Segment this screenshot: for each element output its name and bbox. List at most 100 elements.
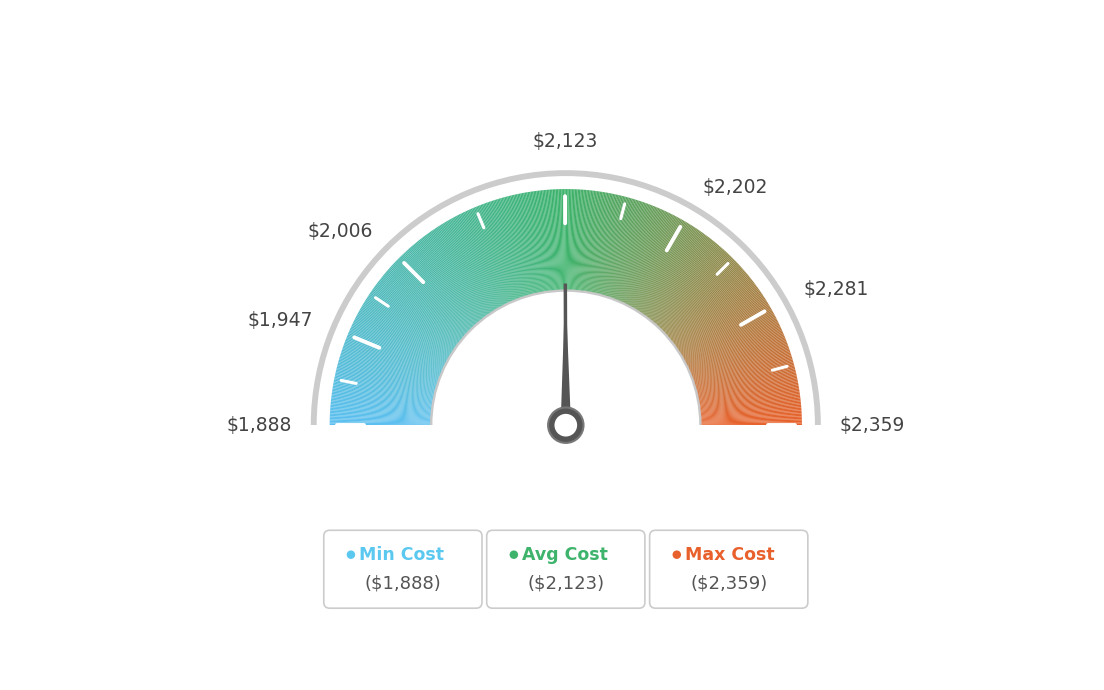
Wedge shape (428, 233, 488, 316)
Wedge shape (697, 374, 797, 397)
Wedge shape (393, 264, 468, 334)
Wedge shape (587, 193, 606, 293)
Wedge shape (564, 189, 566, 290)
Wedge shape (413, 244, 479, 322)
Wedge shape (502, 197, 531, 295)
Wedge shape (651, 242, 716, 322)
Wedge shape (688, 325, 781, 368)
Wedge shape (330, 420, 432, 423)
Wedge shape (374, 286, 457, 347)
Wedge shape (656, 249, 724, 326)
Wedge shape (415, 242, 480, 322)
Wedge shape (570, 189, 575, 290)
Wedge shape (637, 224, 691, 311)
Wedge shape (534, 191, 549, 292)
Wedge shape (649, 240, 714, 320)
Wedge shape (566, 189, 569, 290)
Wedge shape (389, 268, 466, 336)
Wedge shape (700, 404, 802, 414)
Wedge shape (520, 193, 541, 293)
Wedge shape (644, 233, 703, 316)
Wedge shape (590, 193, 608, 293)
Wedge shape (336, 371, 435, 395)
Wedge shape (380, 278, 460, 342)
Wedge shape (635, 222, 688, 310)
Circle shape (554, 414, 577, 437)
Wedge shape (342, 346, 439, 381)
Wedge shape (617, 207, 657, 301)
Wedge shape (339, 358, 437, 388)
Wedge shape (355, 317, 446, 364)
Wedge shape (604, 199, 635, 297)
Wedge shape (689, 331, 783, 373)
Wedge shape (468, 210, 511, 303)
Wedge shape (698, 381, 798, 401)
Wedge shape (460, 213, 507, 305)
Text: Avg Cost: Avg Cost (522, 546, 608, 564)
Wedge shape (480, 204, 518, 299)
Wedge shape (697, 368, 795, 393)
Wedge shape (476, 206, 516, 301)
Wedge shape (338, 361, 436, 389)
Wedge shape (341, 351, 438, 384)
Wedge shape (677, 291, 761, 350)
Wedge shape (694, 354, 792, 385)
Wedge shape (691, 337, 785, 375)
Wedge shape (659, 254, 730, 328)
Wedge shape (576, 190, 585, 291)
Wedge shape (330, 415, 432, 420)
Wedge shape (694, 358, 793, 388)
Wedge shape (628, 215, 676, 306)
Wedge shape (690, 335, 785, 375)
Wedge shape (687, 322, 778, 367)
Wedge shape (622, 210, 665, 303)
Wedge shape (475, 207, 514, 301)
Wedge shape (412, 245, 479, 323)
Text: $1,888: $1,888 (226, 415, 291, 435)
Wedge shape (675, 285, 757, 346)
Wedge shape (626, 214, 673, 305)
Wedge shape (358, 313, 447, 362)
Wedge shape (559, 189, 562, 290)
Wedge shape (353, 322, 445, 367)
Wedge shape (627, 215, 675, 306)
Wedge shape (693, 351, 790, 384)
Wedge shape (606, 199, 637, 297)
Wedge shape (550, 190, 558, 291)
Wedge shape (351, 326, 444, 369)
Wedge shape (609, 202, 645, 298)
Wedge shape (330, 422, 432, 424)
Wedge shape (647, 237, 710, 318)
Circle shape (347, 551, 355, 559)
Wedge shape (601, 197, 629, 295)
Wedge shape (594, 194, 616, 294)
Wedge shape (479, 205, 517, 300)
Wedge shape (354, 318, 446, 365)
Wedge shape (510, 195, 534, 295)
Wedge shape (700, 403, 802, 413)
Wedge shape (447, 220, 499, 309)
Wedge shape (376, 283, 458, 345)
Wedge shape (332, 390, 433, 406)
Wedge shape (585, 192, 602, 292)
Wedge shape (361, 306, 449, 358)
Wedge shape (392, 265, 467, 334)
Wedge shape (348, 333, 442, 373)
Wedge shape (427, 233, 487, 316)
Wedge shape (689, 330, 783, 372)
Wedge shape (417, 240, 482, 320)
Wedge shape (623, 211, 667, 304)
Circle shape (510, 551, 518, 559)
Wedge shape (443, 223, 497, 310)
Wedge shape (645, 233, 704, 316)
Wedge shape (448, 219, 499, 308)
Wedge shape (609, 201, 643, 298)
Wedge shape (615, 206, 654, 300)
Wedge shape (700, 397, 800, 410)
Wedge shape (700, 409, 802, 417)
Wedge shape (692, 342, 787, 379)
Wedge shape (582, 190, 595, 292)
Wedge shape (643, 230, 701, 315)
Wedge shape (660, 256, 732, 329)
Wedge shape (349, 331, 443, 373)
